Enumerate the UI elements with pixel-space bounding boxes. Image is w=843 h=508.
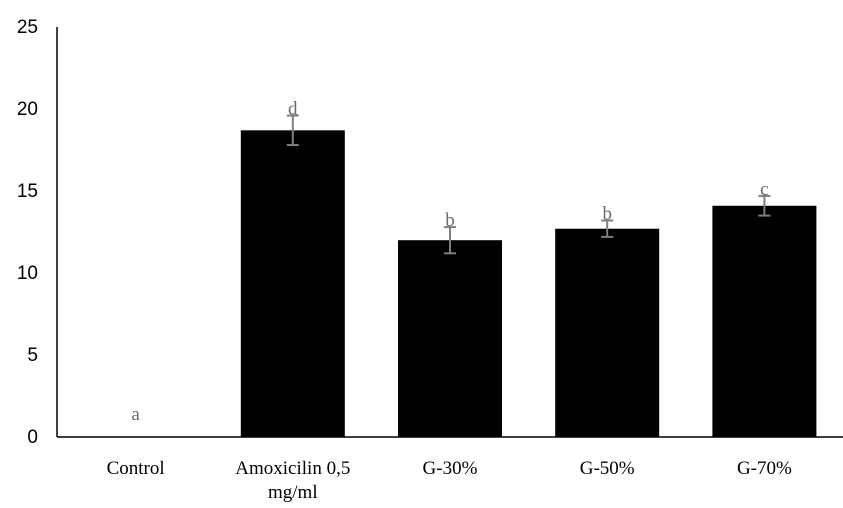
y-tick-label: 20	[17, 99, 38, 120]
category-label: Amoxicilin 0,5 mg/ml	[235, 458, 350, 503]
bar	[555, 229, 659, 437]
y-tick-label: 10	[17, 263, 38, 284]
category-label: G-70%	[737, 458, 792, 479]
significance-label: a	[131, 404, 140, 425]
bar	[398, 240, 502, 437]
y-tick-label: 15	[17, 181, 38, 202]
category-label: Control	[107, 458, 165, 479]
y-tick-label: 25	[17, 17, 38, 38]
y-axis: 0 5 10 15 20 25	[17, 17, 57, 448]
y-tick-label: 0	[27, 427, 38, 448]
significance-label: d	[288, 99, 298, 120]
bar	[241, 130, 345, 437]
error-bars	[287, 116, 771, 254]
category-label: G-50%	[580, 458, 635, 479]
x-axis: Control Amoxicilin 0,5 mg/ml G-30% G-50% G-70…	[57, 437, 843, 503]
significance-label: b	[445, 210, 455, 231]
significance-label: c	[760, 179, 768, 200]
bar	[712, 206, 816, 437]
y-tick-label: 5	[27, 345, 38, 366]
category-label: G-30%	[423, 458, 478, 479]
bars	[241, 130, 817, 437]
significance-label: b	[602, 204, 612, 225]
